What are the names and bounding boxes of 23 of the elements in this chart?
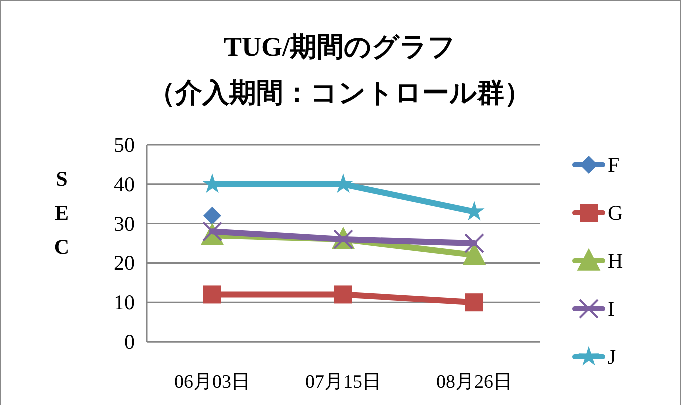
- point: [464, 234, 484, 254]
- x-tick-label: 08月26日: [436, 372, 512, 393]
- y-tick-label: 20: [114, 251, 135, 276]
- y-tick-label: 10: [114, 290, 135, 315]
- x-tick-label: 06月03日: [174, 372, 250, 393]
- legend-label: H: [608, 249, 624, 273]
- chart-title: TUG/期間のグラフ: [224, 32, 456, 62]
- legend-label: J: [608, 345, 616, 369]
- point: [204, 286, 222, 304]
- y-tick-label: 30: [114, 212, 135, 236]
- y-tick-label: 50: [114, 133, 135, 157]
- chart-subtitle: （介入期間：コントロール群）: [148, 78, 532, 108]
- point: [333, 174, 354, 194]
- y-tick-label: 0: [124, 330, 135, 354]
- point: [334, 286, 352, 304]
- x-tick-label: 07月15日: [306, 372, 382, 393]
- y-axis-title: SEC: [54, 167, 70, 259]
- legend-label: F: [608, 153, 620, 177]
- legend-label: I: [608, 297, 615, 321]
- point: [202, 174, 223, 194]
- legend-label: G: [608, 201, 624, 225]
- point: [466, 294, 484, 312]
- y-tick-label: 40: [114, 172, 135, 196]
